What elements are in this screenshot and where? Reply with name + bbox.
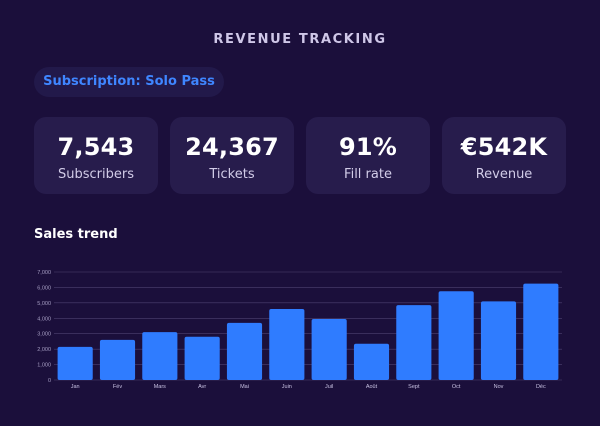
stat-card-tickets: 24,367 Tickets: [170, 117, 294, 194]
chart-bar: [184, 336, 220, 380]
stat-value: 7,543: [57, 133, 135, 161]
x-tick-label: Fév: [113, 384, 122, 390]
x-tick-label: Nov: [494, 384, 504, 390]
x-tick-label: Oct: [452, 384, 461, 390]
stat-card-fill-rate: 91% Fill rate: [306, 117, 430, 194]
x-tick-label: Juin: [282, 384, 292, 390]
stat-value: 91%: [338, 133, 398, 161]
chart-bar: [523, 283, 559, 380]
x-tick-label: Juil: [325, 384, 333, 390]
stat-value: 24,367: [185, 133, 279, 161]
x-tick-label: Sept: [408, 384, 420, 390]
x-tick-label: Mars: [154, 384, 166, 390]
x-tick-label: Déc: [536, 384, 546, 390]
stat-label: Tickets: [209, 167, 255, 182]
x-tick-label: Avr: [198, 384, 206, 390]
chart-bar: [99, 339, 136, 380]
page-title: REVENUE TRACKING: [213, 32, 387, 47]
y-tick-label: 2,000: [37, 347, 51, 353]
x-tick-label: Mai: [240, 384, 249, 390]
stat-card-revenue: €542K Revenue: [442, 117, 566, 194]
chart-bar: [353, 343, 390, 380]
chart-bar: [438, 291, 474, 380]
chart-bar: [396, 305, 432, 380]
stat-value: €542K: [460, 133, 548, 161]
sales-trend-title: Sales trend: [34, 227, 118, 242]
x-tick-label: Jan: [71, 384, 80, 390]
stats-row: 7,543 Subscribers 24,367 Tickets 91% Fil…: [34, 117, 566, 194]
chart-bar: [226, 322, 263, 380]
stat-label: Fill rate: [344, 167, 392, 182]
stat-label: Revenue: [475, 167, 533, 182]
subscription-filter-pill[interactable]: Subscription: Solo Pass: [34, 67, 224, 97]
chart-bar: [57, 346, 93, 380]
y-tick-label: 5,000: [37, 301, 51, 307]
y-tick-label: 0: [48, 378, 51, 384]
stat-label: Subscribers: [58, 167, 134, 182]
chart-bar: [311, 319, 347, 380]
stat-card-subscribers: 7,543 Subscribers: [34, 117, 158, 194]
sales-trend-chart: 0 1,000 2,000 3,000 4,000 5,000 6,000 7,000 Jan F…: [37, 270, 562, 390]
chart-bar: [480, 301, 517, 380]
y-tick-label: 6,000: [37, 285, 51, 291]
y-tick-label: 1,000: [37, 363, 51, 369]
chart-bar: [142, 332, 178, 380]
x-tick-label: Août: [366, 384, 378, 390]
chart-bar: [269, 309, 305, 380]
y-tick-label: 4,000: [37, 316, 51, 322]
y-tick-label: 7,000: [37, 270, 51, 276]
y-tick-label: 3,000: [37, 332, 51, 338]
